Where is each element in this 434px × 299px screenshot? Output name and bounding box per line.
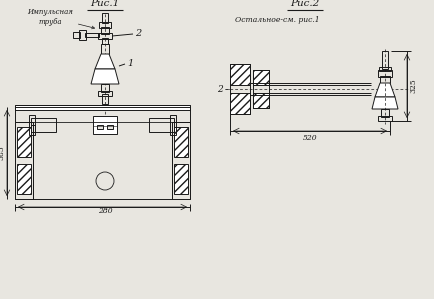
Bar	[98, 33, 112, 39]
Text: Остальное-см. рис.1: Остальное-см. рис.1	[235, 16, 319, 24]
Text: 1: 1	[127, 60, 133, 68]
Polygon shape	[91, 69, 119, 84]
Text: Рис.1: Рис.1	[90, 0, 120, 8]
Text: Импульсная
труба: Импульсная труба	[27, 8, 95, 29]
Text: 2: 2	[135, 30, 141, 39]
Bar	[15, 105, 190, 110]
Bar	[379, 67, 391, 71]
Bar	[149, 118, 174, 132]
Bar	[102, 94, 108, 104]
Bar	[93, 116, 117, 134]
Bar	[230, 64, 250, 85]
Bar	[15, 122, 33, 199]
Bar	[253, 70, 269, 85]
Polygon shape	[372, 97, 398, 109]
Bar	[378, 70, 392, 77]
Text: 325: 325	[409, 79, 417, 93]
Bar	[29, 115, 35, 135]
Text: 385: 385	[0, 146, 5, 160]
Bar	[15, 107, 190, 199]
Bar	[174, 127, 188, 157]
Bar	[172, 122, 190, 199]
Bar	[101, 27, 109, 34]
Bar	[253, 70, 269, 108]
Bar	[97, 125, 103, 129]
Bar	[85, 33, 99, 37]
Bar	[102, 13, 108, 23]
Bar	[79, 30, 86, 40]
Bar	[174, 164, 188, 194]
Bar	[253, 93, 269, 108]
Text: 520: 520	[302, 134, 317, 142]
Bar	[31, 118, 56, 132]
Bar	[382, 51, 388, 69]
Text: 2: 2	[217, 85, 223, 94]
Bar	[170, 115, 176, 135]
Bar	[230, 64, 250, 114]
Bar	[17, 127, 31, 157]
Bar	[17, 164, 31, 194]
Bar	[101, 84, 109, 92]
Bar	[98, 91, 112, 96]
Bar	[381, 109, 389, 117]
Polygon shape	[95, 54, 115, 69]
Bar	[73, 32, 80, 38]
Polygon shape	[375, 83, 395, 97]
Bar	[378, 116, 392, 121]
Bar	[102, 38, 108, 44]
Text: Рис.2: Рис.2	[290, 0, 319, 8]
Bar	[230, 93, 250, 114]
Bar	[107, 125, 113, 129]
Bar	[101, 44, 109, 54]
Bar	[99, 22, 111, 28]
Bar	[380, 76, 390, 83]
Text: 280: 280	[98, 207, 112, 215]
